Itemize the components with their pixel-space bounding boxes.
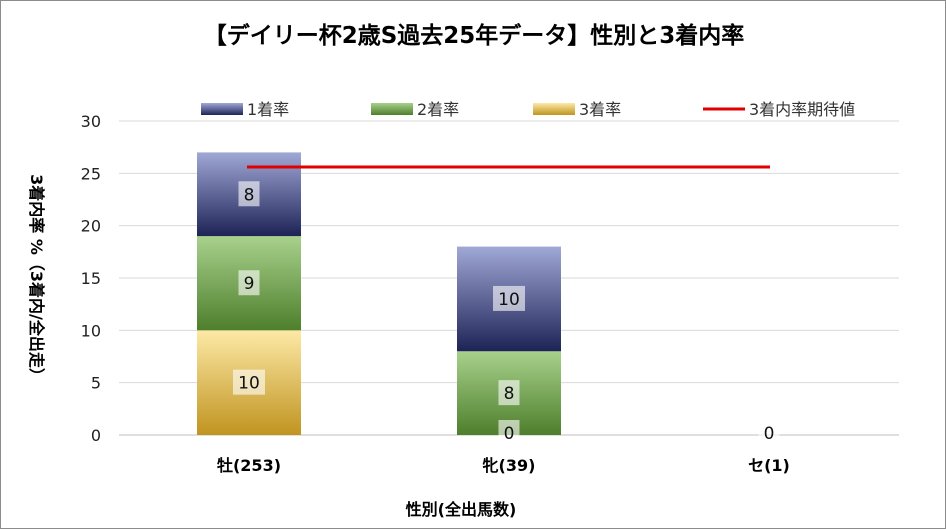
x-category-label: 牡(253) xyxy=(217,456,281,475)
legend-label: 3着内率期待値 xyxy=(749,100,855,119)
chart-title: 【デイリー杯2歳S過去25年データ】性別と3着内率 xyxy=(204,22,745,49)
legend-swatch xyxy=(201,103,243,115)
y-tick-label: 10 xyxy=(81,321,101,340)
legend: 1着率 2着率 3着率 3着内率期待値 xyxy=(201,100,855,119)
data-label: 8 xyxy=(504,384,515,404)
data-label-box xyxy=(493,285,525,311)
data-label-box xyxy=(498,380,520,406)
legend-label: 2着率 xyxy=(417,100,459,119)
y-axis-title: 3着内率 %（3着内/全出走） xyxy=(27,174,46,384)
data-label-box xyxy=(758,420,780,445)
y-tick-label: 0 xyxy=(91,426,101,445)
data-label: 10 xyxy=(238,374,260,394)
legend-swatch xyxy=(533,103,575,115)
y-tick-label: 30 xyxy=(81,112,101,131)
x-axis-title: 性別(全出馬数) xyxy=(406,500,517,519)
y-tick-label: 25 xyxy=(81,164,101,183)
data-label: 0 xyxy=(764,424,775,444)
x-category-label: 牝(39) xyxy=(483,456,536,475)
data-label: 10 xyxy=(498,290,520,310)
data-label-box xyxy=(498,420,520,445)
data-label: 9 xyxy=(244,274,255,294)
data-label: 0 xyxy=(504,424,515,444)
data-labels: 10 9 8 0 8 10 0 xyxy=(233,181,780,445)
legend-label: 3着率 xyxy=(579,100,621,119)
data-label-box xyxy=(233,369,265,395)
data-label-box xyxy=(238,270,260,296)
data-label: 8 xyxy=(244,185,255,205)
legend-swatch xyxy=(371,103,413,115)
y-tick-label: 20 xyxy=(81,217,101,236)
x-category-labels: 牡(253) 牝(39) セ(1) xyxy=(217,456,790,475)
y-tick-labels: 0 5 10 15 20 25 30 xyxy=(81,112,101,445)
y-tick-label: 15 xyxy=(81,269,101,288)
x-category-label: セ(1) xyxy=(748,456,790,475)
legend-label: 1着率 xyxy=(247,100,289,119)
data-label-box xyxy=(238,181,260,207)
y-tick-label: 5 xyxy=(91,374,101,393)
